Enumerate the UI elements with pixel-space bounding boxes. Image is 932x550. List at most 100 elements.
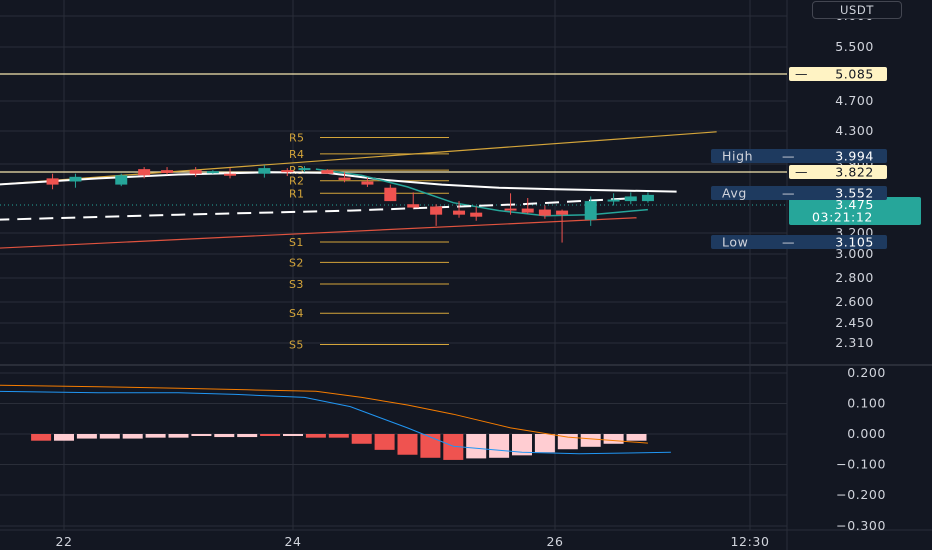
- current-price-tag-bg: [789, 197, 921, 225]
- price-tick-label: 2.310: [835, 335, 874, 350]
- label-tag-dash: —: [782, 235, 795, 250]
- pivot-label-r1: R1: [289, 187, 304, 200]
- label-tag-bg-low: [711, 235, 887, 249]
- candle-body: [607, 199, 620, 202]
- macd-histogram-bar: [512, 434, 532, 456]
- candle: [46, 173, 59, 190]
- label-tag-name: Low: [722, 235, 748, 250]
- candle-body: [430, 206, 443, 215]
- candle: [321, 169, 334, 174]
- macd-histogram-bar: [31, 434, 52, 441]
- pivot-label-r2: R2: [289, 175, 304, 188]
- candle: [430, 204, 443, 226]
- macd-histogram-bar: [99, 434, 120, 439]
- pivot-label-r3: R3: [289, 164, 304, 177]
- candle: [138, 167, 151, 179]
- macd-histogram-bar: [626, 434, 647, 441]
- price-tag-bg: [789, 165, 887, 179]
- macd-histogram-bar: [534, 434, 555, 453]
- pivot-label-s1: S1: [289, 236, 304, 249]
- pivot-label-r4: R4: [289, 148, 304, 161]
- candle: [189, 167, 202, 177]
- candle-body: [521, 208, 534, 213]
- candle-body: [321, 170, 334, 174]
- macd-histogram-bar: [443, 434, 464, 460]
- macd-histogram-bar: [283, 434, 303, 436]
- candle-body: [384, 187, 397, 202]
- candle: [281, 168, 294, 177]
- candle-body: [69, 176, 82, 182]
- horizontal-lines[interactable]: [0, 73, 787, 206]
- candle: [556, 209, 569, 243]
- macd-histogram-bar: [328, 434, 349, 438]
- current-price-text: 3.475: [835, 197, 874, 212]
- price-tick-label: 4.700: [835, 93, 874, 108]
- candle-body: [281, 170, 294, 173]
- macd-panel: [0, 384, 671, 460]
- candle: [258, 165, 271, 178]
- candle: [69, 173, 82, 188]
- candle-body: [189, 170, 202, 174]
- candle-body: [407, 204, 420, 208]
- macd-histogram-bar: [489, 434, 510, 458]
- candle: [641, 192, 654, 203]
- label-tag-bg-high: [711, 149, 887, 163]
- moving-average-white_dashed: [0, 197, 637, 221]
- pivot-label-s4: S4: [289, 307, 304, 320]
- macd-signal-line: [0, 384, 648, 444]
- countdown-text: 03:21:12: [812, 210, 873, 225]
- pivot-label-r5: R5: [289, 132, 304, 145]
- pivot-label-s3: S3: [289, 278, 304, 291]
- price-tick-label: 2.450: [835, 315, 874, 330]
- candle-body: [338, 177, 351, 180]
- macd-histogram-bar: [260, 434, 281, 436]
- candle: [384, 184, 397, 202]
- candle-body: [641, 194, 654, 202]
- time-axis[interactable]: 22 24 26 12:30: [55, 534, 769, 549]
- candle: [453, 201, 466, 218]
- candle: [224, 168, 237, 179]
- candle: [407, 192, 420, 209]
- price-tick-label: 2.800: [835, 270, 874, 285]
- macd-histogram-bar: [54, 434, 74, 441]
- candle: [624, 192, 637, 205]
- candle-body: [470, 212, 483, 217]
- candle: [584, 196, 597, 226]
- currency-button[interactable]: USDT: [812, 1, 902, 19]
- price-tick-label: 2.600: [835, 294, 874, 309]
- candle: [504, 193, 517, 215]
- time-tick-label: 12:30: [730, 534, 769, 549]
- candle-body: [504, 208, 517, 211]
- candle: [607, 193, 620, 206]
- macd-histogram-bar: [351, 434, 372, 444]
- price-tick-label: 4.300: [835, 123, 874, 138]
- price-axis[interactable]: 6.0005.5004.7004.3003.9003.2003.0002.800…: [835, 8, 886, 533]
- label-tag-name: High: [722, 149, 753, 164]
- price-tag-dash: —: [795, 164, 808, 179]
- macd-histogram-bar: [168, 434, 189, 438]
- macd-histogram-bar: [374, 434, 395, 450]
- label-tag-value: 3.552: [835, 186, 874, 201]
- candle-body: [258, 168, 271, 174]
- candle-body: [556, 210, 569, 215]
- macd-histogram-bar: [237, 434, 258, 438]
- label-tag-value: 3.105: [835, 235, 874, 250]
- candle-body: [624, 196, 637, 202]
- macd-tick-label: 0.100: [847, 396, 886, 411]
- label-tag-value: 3.994: [835, 149, 874, 164]
- macd-histogram-bar: [76, 434, 97, 439]
- candlestick-series: [46, 165, 654, 243]
- macd-tick-label: −0.100: [836, 457, 886, 472]
- candle-body: [138, 169, 151, 176]
- label-tag-name: Avg: [722, 186, 747, 201]
- label-tag-dash: —: [782, 186, 795, 201]
- price-tick-label: 5.500: [835, 39, 874, 54]
- candle-body: [115, 175, 128, 185]
- pivot-label-s5: S5: [289, 339, 304, 352]
- pivot-label-s2: S2: [289, 256, 304, 269]
- trend-line-red[interactable]: [0, 217, 637, 249]
- candle: [115, 173, 128, 187]
